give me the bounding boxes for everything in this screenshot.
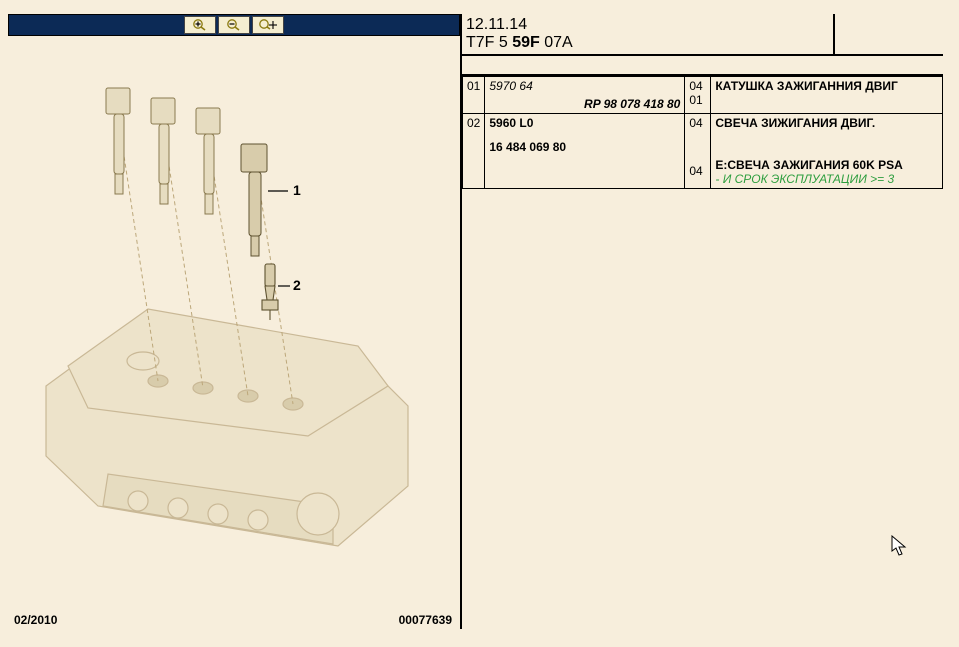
- header-gap: [462, 56, 943, 76]
- header-block: 12.11.14 T7F 5 59F 07A: [462, 14, 943, 56]
- engine-svg: [8, 36, 460, 596]
- header-side-cell: [833, 14, 943, 54]
- table-row[interactable]: 01 5970 64 RP 98 078 418 80 04 01 КАТУШК…: [463, 77, 943, 114]
- header-code: T7F 5 59F 07A: [466, 34, 829, 52]
- parts-table: 01 5970 64 RP 98 078 418 80 04 01 КАТУШК…: [462, 76, 943, 189]
- callout-2: 2: [293, 277, 301, 293]
- zoom-fit-button[interactable]: [252, 16, 284, 34]
- zoom-out-icon: [225, 18, 243, 32]
- row-desc: КАТУШКА ЗАЖИГАННИЯ ДВИГ: [711, 77, 943, 114]
- zoom-fit-icon: [257, 18, 279, 32]
- zoom-in-icon: [191, 18, 209, 32]
- diagram-panel: 1 2 02/2010 00077639: [8, 14, 462, 629]
- row-desc: СВЕЧА ЗИЖИГАНИЯ ДВИГ. E:СВЕЧА ЗАЖИГАНИЯ …: [711, 114, 943, 189]
- zoom-in-button[interactable]: [184, 16, 216, 34]
- row-index: 02: [463, 114, 485, 189]
- diagram-footer: 02/2010 00077639: [8, 613, 458, 629]
- callout-1: 1: [293, 182, 301, 198]
- zoom-out-button[interactable]: [218, 16, 250, 34]
- row-qty: 04 04: [685, 114, 711, 189]
- row-code: 5960 L0 16 484 069 80: [485, 114, 685, 189]
- zoom-toolbar: [8, 14, 460, 36]
- row-code: 5970 64 RP 98 078 418 80: [485, 77, 685, 114]
- engine-diagram[interactable]: 1 2 02/2010 00077639: [8, 36, 460, 629]
- footer-id: 00077639: [399, 613, 452, 627]
- parts-panel: 12.11.14 T7F 5 59F 07A 01 5970 64 RP 98 …: [462, 14, 943, 629]
- row-qty: 04 01: [685, 77, 711, 114]
- footer-date: 02/2010: [14, 613, 57, 627]
- row-index: 01: [463, 77, 485, 114]
- table-row[interactable]: 02 5960 L0 16 484 069 80 04 04 СВЕЧА ЗИЖ…: [463, 114, 943, 189]
- header-date: 12.11.14: [466, 16, 829, 34]
